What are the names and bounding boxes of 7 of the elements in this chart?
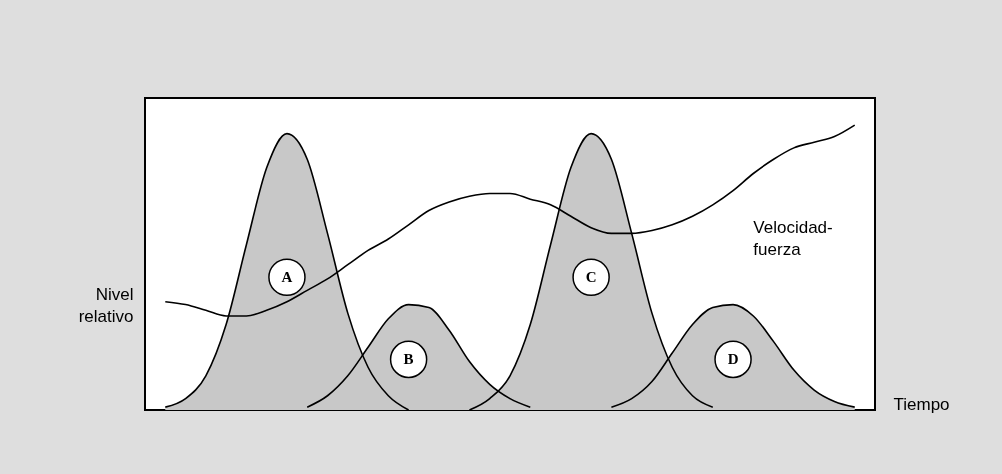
series-label: D bbox=[727, 351, 739, 368]
x-axis-title: Tiempo bbox=[893, 394, 950, 414]
series-label: B bbox=[403, 351, 414, 368]
series-label: C bbox=[585, 269, 597, 286]
y-axis-title: Nivel relativo bbox=[78, 285, 134, 327]
series-label: Velocidad-fuerza bbox=[753, 217, 833, 259]
series-label: A bbox=[281, 269, 293, 286]
